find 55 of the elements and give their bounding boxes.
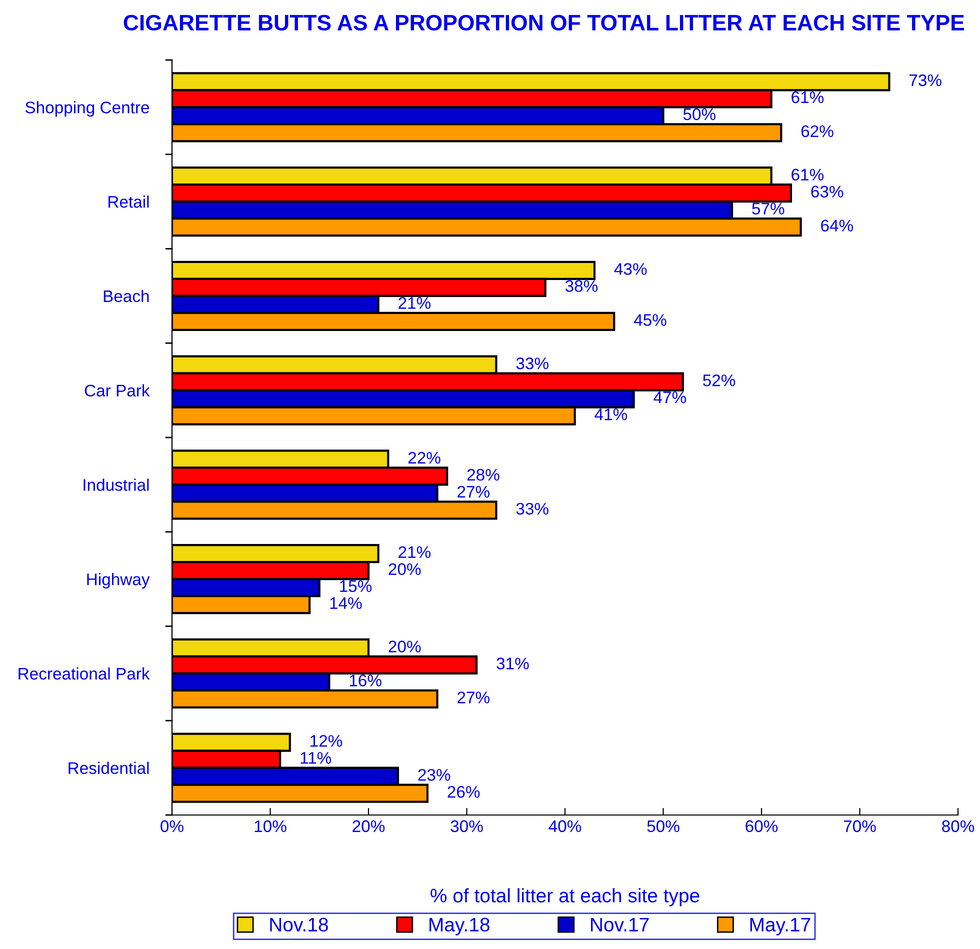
data-label: 63% xyxy=(811,186,844,198)
data-label: 33% xyxy=(516,358,548,370)
y-tick-label: Recreational Park xyxy=(18,667,150,680)
data-label: 57% xyxy=(752,202,784,215)
x-tick-label: 80% xyxy=(942,820,974,832)
data-label: 62% xyxy=(801,125,834,138)
y-tick-label: Retail xyxy=(108,196,149,208)
x-tick-label: 20% xyxy=(352,820,385,832)
x-tick-label: 10% xyxy=(254,820,286,832)
data-label: 50% xyxy=(683,108,716,120)
data-label: 11% xyxy=(300,752,332,764)
data-label: 20% xyxy=(388,640,421,652)
data-label: 21% xyxy=(398,297,431,309)
data-label: 41% xyxy=(594,408,628,420)
data-label: 47% xyxy=(654,392,686,404)
legend-label: Nov.17 xyxy=(591,918,649,932)
data-label: 33% xyxy=(516,502,548,515)
legend-label: May.18 xyxy=(430,918,490,936)
data-label: 61% xyxy=(792,168,824,181)
data-label: 43% xyxy=(614,263,647,275)
data-label: 15% xyxy=(340,580,372,592)
y-tick-label: Highway xyxy=(87,573,150,589)
data-label: 21% xyxy=(398,546,431,558)
x-tick-label: 0% xyxy=(160,820,184,832)
y-tick-label: Car Park xyxy=(84,384,150,397)
data-label: 73% xyxy=(910,74,942,86)
x-axis-title: % of total litter at each site type xyxy=(430,888,700,906)
data-label: 27% xyxy=(458,486,490,498)
x-tick-label: 60% xyxy=(746,820,778,832)
data-label: 31% xyxy=(496,658,529,670)
x-tick-label: 40% xyxy=(548,820,582,832)
data-label: 16% xyxy=(350,674,382,686)
legend-label: May.17 xyxy=(750,918,810,936)
chart-title: CIGARETTE BUTTS AS A PROPORTION OF TOTAL LITTER AT EACH SITE TYPE xyxy=(124,14,964,31)
data-label: 64% xyxy=(821,220,854,232)
data-label: 52% xyxy=(703,374,736,386)
y-tick-label: Beach xyxy=(104,290,149,302)
data-label: 61% xyxy=(792,91,824,104)
y-tick-label: Residential xyxy=(68,762,149,774)
data-label: 23% xyxy=(418,768,450,781)
legend-label: Nov.18 xyxy=(270,918,328,932)
data-label: 14% xyxy=(330,597,362,609)
y-tick-label: Industrial xyxy=(84,478,149,491)
x-tick-label: 70% xyxy=(844,820,876,832)
x-tick-label: 50% xyxy=(647,820,680,832)
x-tick-label: 30% xyxy=(450,820,483,832)
data-label: 28% xyxy=(467,468,500,481)
data-label: 26% xyxy=(448,786,480,798)
data-label: 38% xyxy=(565,280,598,292)
data-label: 12% xyxy=(310,735,342,747)
y-tick-label: Shopping Centre xyxy=(25,101,150,117)
data-label: 45% xyxy=(634,314,666,326)
data-label: 20% xyxy=(388,563,421,576)
data-label: 22% xyxy=(408,452,440,464)
data-label: 27% xyxy=(458,692,490,704)
